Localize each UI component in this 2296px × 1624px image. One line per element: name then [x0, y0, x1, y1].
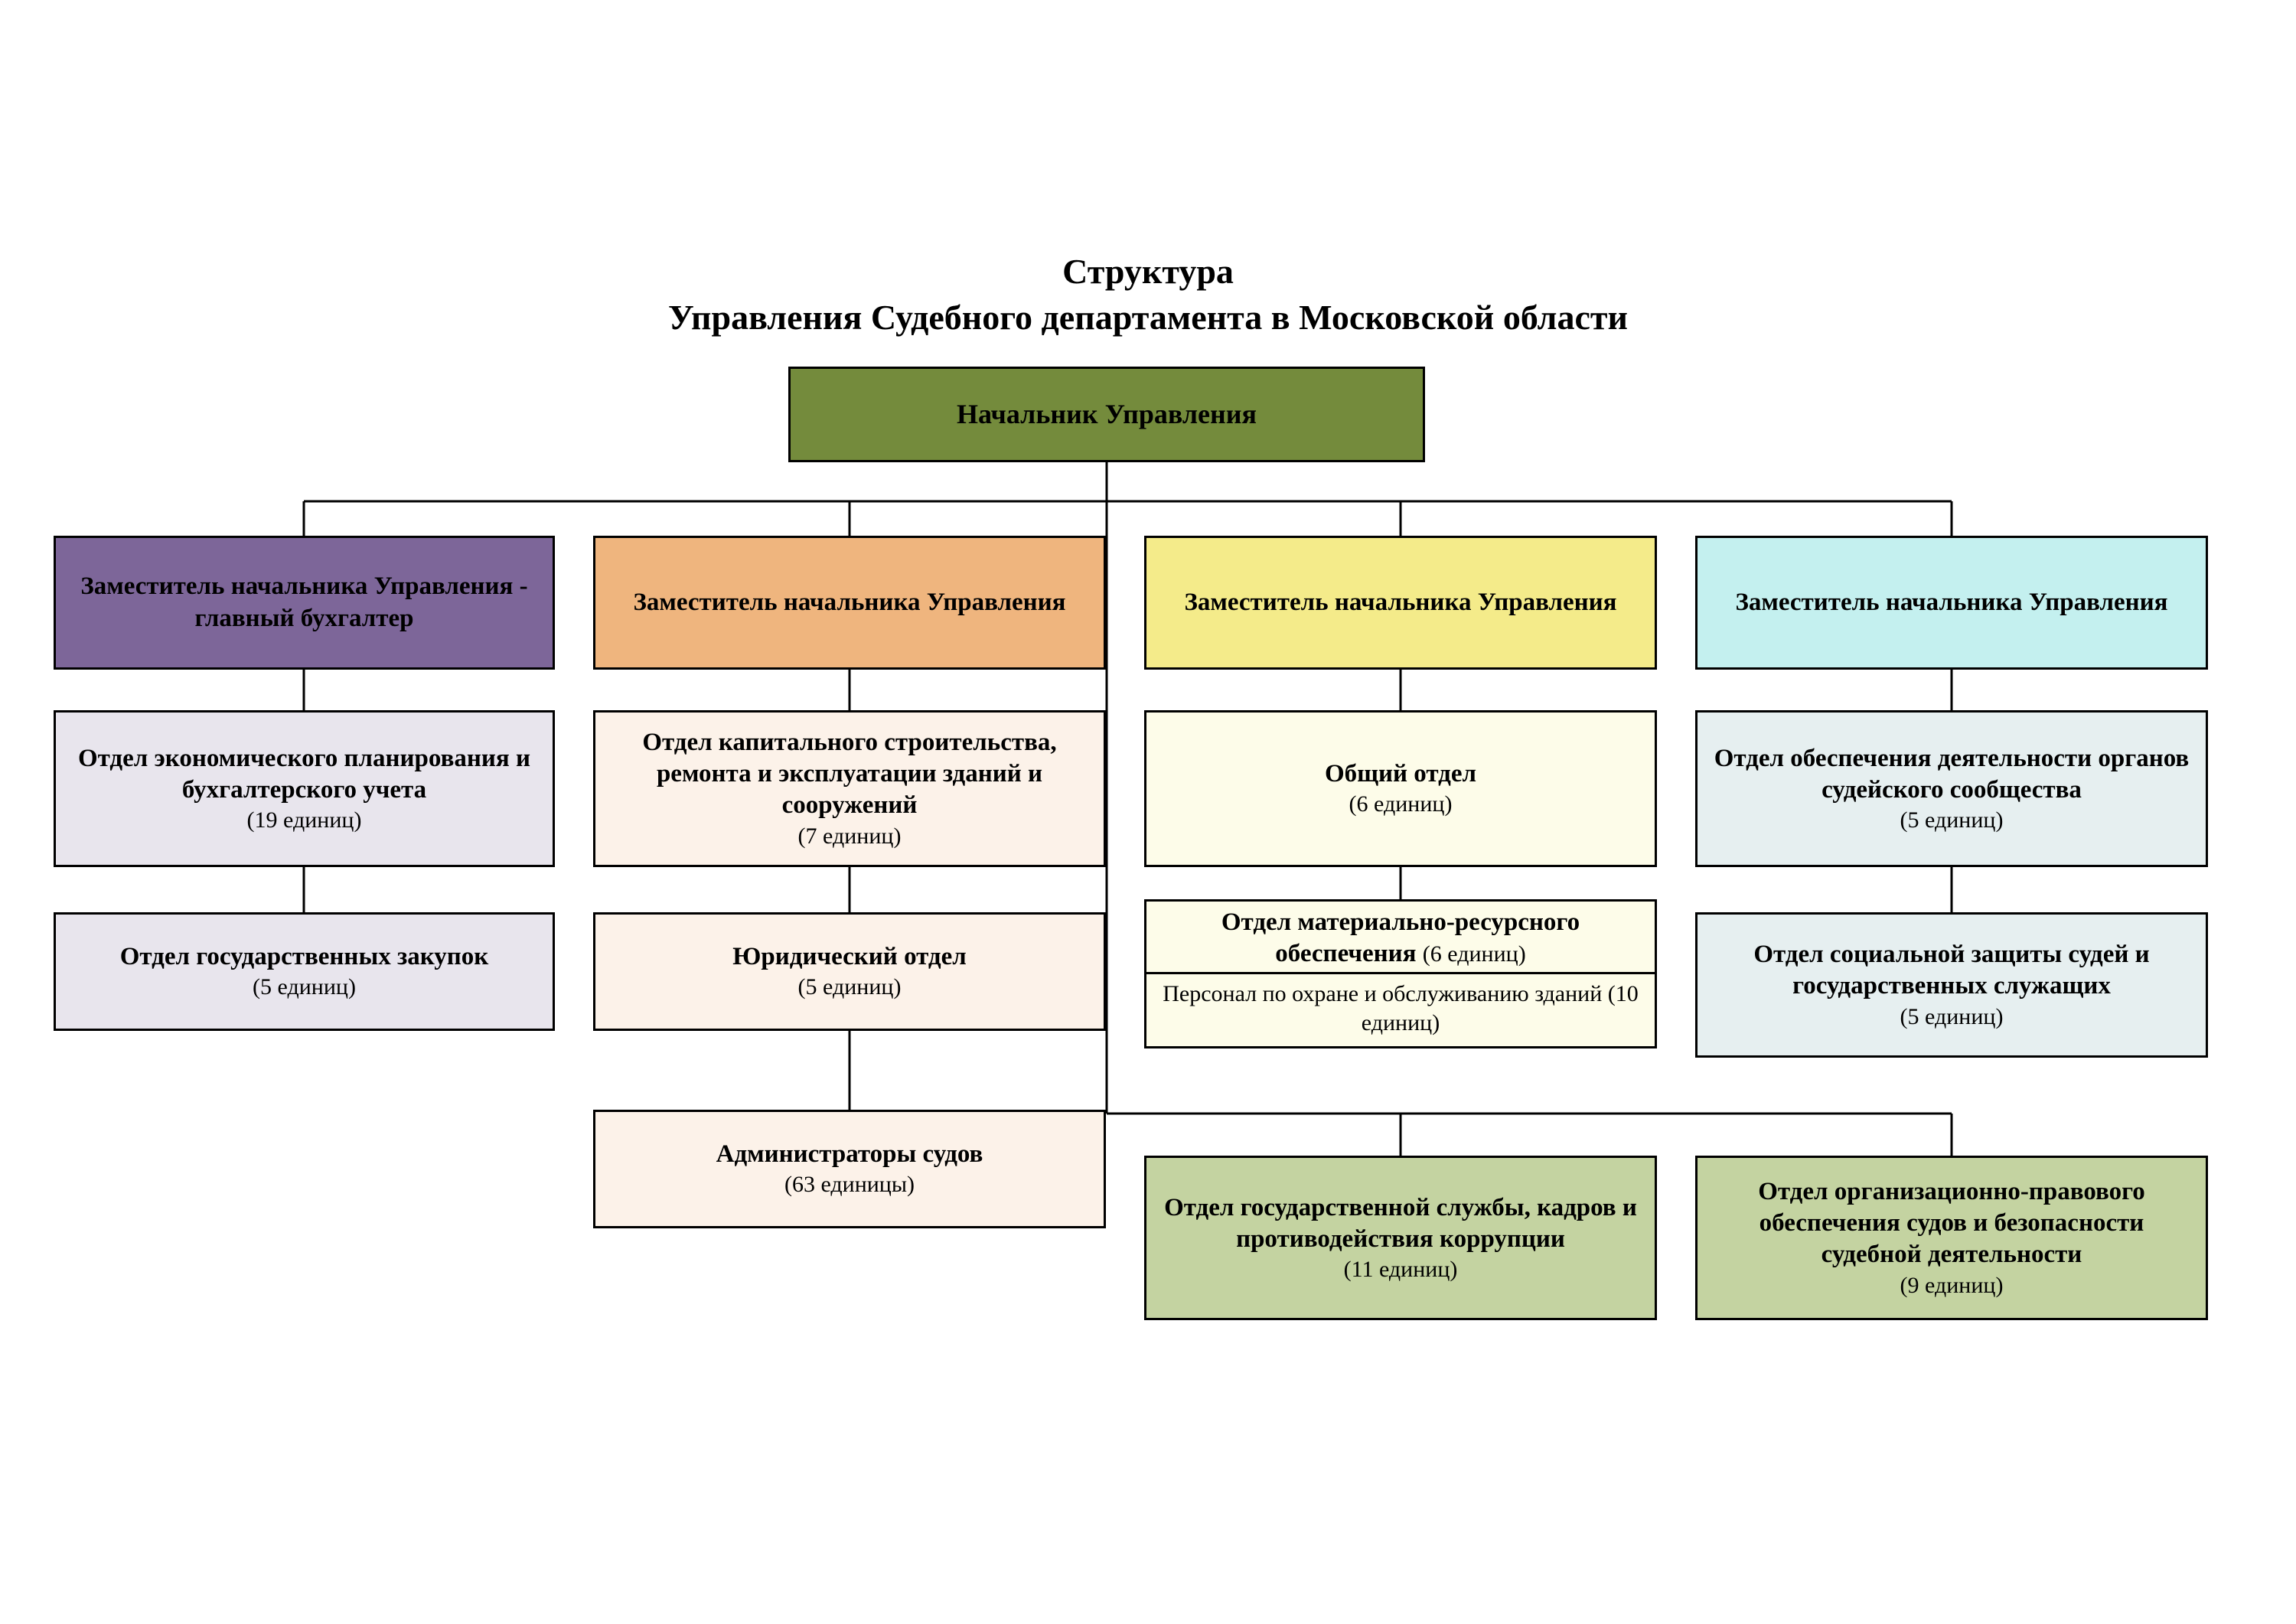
node-d2c-units: (63 единицы)	[784, 1170, 915, 1199]
node-d1b: Отдел государственных закупок(5 единиц)	[54, 912, 555, 1031]
chart-title-line2: Управления Судебного департамента в Моск…	[0, 297, 2296, 338]
node-d2a-label: Отдел капитального строительства, ремонт…	[608, 727, 1091, 822]
node-root-label: Начальник Управления	[957, 397, 1257, 432]
node-dep2: Заместитель начальника Управления	[593, 536, 1106, 670]
node-d2b: Юридический отдел(5 единиц)	[593, 912, 1106, 1031]
node-dep3: Заместитель начальника Управления	[1144, 536, 1657, 670]
node-d4b: Отдел социальной защиты судей и государс…	[1695, 912, 2208, 1058]
node-rootA-units: (11 единиц)	[1344, 1255, 1458, 1284]
node-d4a-units: (5 единиц)	[1900, 806, 2004, 835]
node-d4b-units: (5 единиц)	[1900, 1003, 2004, 1032]
node-d3b: Отдел материально-ресурсного обеспечения…	[1144, 899, 1657, 1048]
chart-title-line1: Структура	[0, 251, 2296, 292]
node-d1a: Отдел экономического планирования и бухг…	[54, 710, 555, 867]
node-d4a-label: Отдел обеспечения деятельности органов с…	[1710, 743, 2193, 807]
node-d3b-top: Отдел материально-ресурсного обеспечения…	[1146, 902, 1655, 974]
node-d2b-label: Юридический отдел	[732, 941, 967, 973]
node-d3b-top-units: (6 единиц)	[1423, 941, 1526, 967]
node-rootA: Отдел государственной службы, кадров и п…	[1144, 1156, 1657, 1320]
node-d3b-bottom: Персонал по охране и обслуживанию зданий…	[1146, 974, 1655, 1047]
node-dep4: Заместитель начальника Управления	[1695, 536, 2208, 670]
node-dep1-label: Заместитель начальника Управления - глав…	[68, 571, 540, 634]
node-d4a: Отдел обеспечения деятельности органов с…	[1695, 710, 2208, 867]
node-dep3-label: Заместитель начальника Управления	[1184, 587, 1616, 618]
node-d3b-bottom-label: Персонал по охране и обслуживанию зданий	[1163, 981, 1608, 1006]
node-d2c-label: Администраторы судов	[716, 1139, 983, 1170]
node-d2c: Администраторы судов(63 единицы)	[593, 1110, 1106, 1228]
node-d1a-label: Отдел экономического планирования и бухг…	[68, 743, 540, 807]
node-d1b-label: Отдел государственных закупок	[120, 941, 489, 973]
node-d4b-label: Отдел социальной защиты судей и государс…	[1710, 939, 2193, 1003]
org-chart: Структура Управления Судебного департаме…	[0, 0, 2296, 1624]
node-rootB-units: (9 единиц)	[1900, 1271, 2004, 1300]
node-d1b-units: (5 единиц)	[253, 973, 356, 1002]
node-dep1: Заместитель начальника Управления - глав…	[54, 536, 555, 670]
node-d2a-units: (7 единиц)	[798, 822, 902, 851]
node-d2a: Отдел капитального строительства, ремонт…	[593, 710, 1106, 867]
node-d3a-units: (6 единиц)	[1159, 790, 1642, 819]
node-rootB-label: Отдел организационно-правового обеспечен…	[1710, 1176, 2193, 1271]
node-root: Начальник Управления	[788, 367, 1425, 462]
node-d2b-units: (5 единиц)	[798, 973, 902, 1002]
node-d3a: Общий отдел(6 единиц)	[1144, 710, 1657, 867]
node-dep4-label: Заместитель начальника Управления	[1735, 587, 2167, 618]
node-d3b-top-label: Отдел материально-ресурсного обеспечения	[1221, 908, 1580, 967]
node-d1a-units: (19 единиц)	[68, 806, 540, 835]
node-rootB: Отдел организационно-правового обеспечен…	[1695, 1156, 2208, 1320]
node-d3a-label: Общий отдел	[1159, 758, 1642, 790]
node-rootA-label: Отдел государственной службы, кадров и п…	[1159, 1192, 1642, 1256]
node-dep2-label: Заместитель начальника Управления	[633, 587, 1065, 618]
